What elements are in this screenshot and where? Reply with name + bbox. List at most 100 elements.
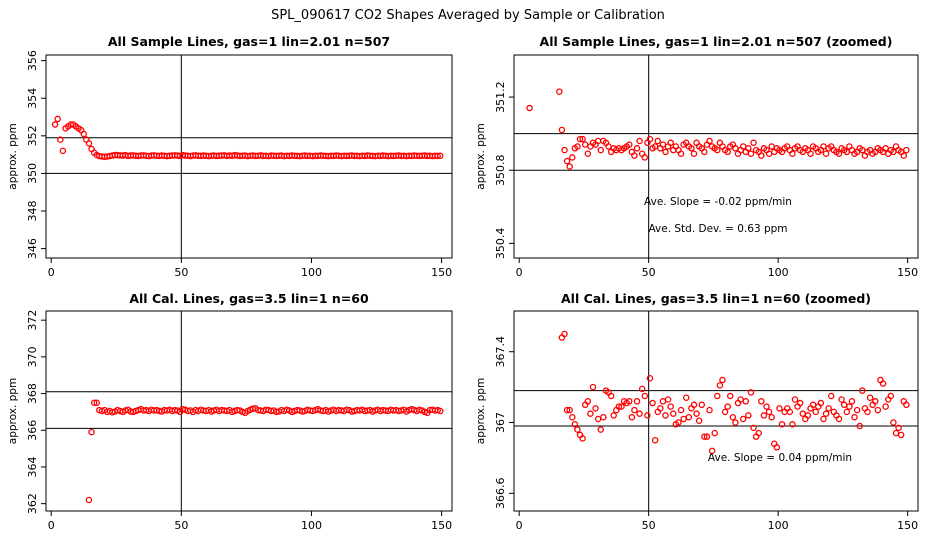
data-point <box>758 398 765 405</box>
data-point <box>892 429 900 437</box>
data-point <box>563 406 571 414</box>
y-tick-label: 367.4 <box>494 336 507 368</box>
data-point <box>796 399 804 407</box>
data-point <box>569 154 576 161</box>
y-axis-label: approx. ppm <box>7 123 19 189</box>
data-point <box>724 148 731 156</box>
chart-title: All Cal. Lines, gas=3.5 lin=1 n=60 (zoom… <box>561 291 871 306</box>
data-point <box>729 413 737 421</box>
data-point <box>745 145 752 152</box>
data-point <box>662 412 669 419</box>
y-tick-label: 351.2 <box>494 81 507 113</box>
data-point <box>903 401 910 409</box>
x-tick-label: 150 <box>431 266 452 279</box>
y-tick-label: 367 <box>494 412 507 433</box>
data-series <box>51 115 444 161</box>
data-point <box>579 135 586 143</box>
data-point <box>636 137 643 145</box>
data-point <box>57 136 64 143</box>
data-point <box>437 152 444 159</box>
data-point <box>840 401 848 409</box>
data-point <box>688 145 695 152</box>
data-point <box>835 415 843 423</box>
y-tick-label: 356 <box>26 50 39 71</box>
data-point <box>903 146 910 154</box>
y-axis-label: approx. ppm <box>475 123 487 189</box>
data-point <box>817 399 825 407</box>
y-tick-label: 366 <box>26 420 39 441</box>
data-point <box>556 88 563 95</box>
data-point <box>566 163 573 170</box>
data-point <box>589 383 597 391</box>
data-point <box>690 401 698 409</box>
data-point <box>654 137 661 145</box>
data-series <box>558 330 910 455</box>
data-point <box>719 376 726 384</box>
x-tick-label: 150 <box>431 519 452 532</box>
data-point <box>80 130 87 138</box>
data-point <box>864 408 871 416</box>
chart-panel-1: All Sample Lines, gas=1 lin=2.01 n=507 0 5… <box>7 34 453 279</box>
data-point <box>693 410 700 417</box>
chart-title: All Sample Lines, gas=1 lin=2.01 n=507 <box>108 34 390 49</box>
y-tick-label: 364 <box>26 456 39 477</box>
data-point <box>807 150 814 158</box>
data-point <box>695 417 703 424</box>
data-point <box>641 392 649 400</box>
data-point <box>750 424 757 432</box>
data-point <box>851 413 858 421</box>
data-point <box>698 401 706 409</box>
data-point <box>895 424 902 432</box>
plot-frame <box>45 310 453 512</box>
y-axis-label: approx. ppm <box>475 378 487 444</box>
data-point <box>646 135 654 143</box>
data-point <box>825 405 832 412</box>
data-point <box>900 152 908 159</box>
data-point <box>711 429 718 437</box>
data-point <box>835 150 843 158</box>
data-point <box>786 408 794 416</box>
data-point <box>768 143 775 150</box>
data-series <box>85 399 444 504</box>
data-point <box>597 146 605 154</box>
data-point <box>54 115 61 123</box>
x-tick-label: 0 <box>48 519 55 532</box>
data-point <box>848 398 856 405</box>
data-point <box>680 415 687 423</box>
data-point <box>563 157 571 165</box>
data-point <box>569 413 576 421</box>
x-tick-label: 100 <box>768 266 789 279</box>
data-point <box>574 426 581 433</box>
data-point <box>657 405 664 412</box>
data-point <box>897 431 905 439</box>
data-point <box>651 436 659 444</box>
data-point <box>633 398 641 405</box>
data-point <box>739 415 747 423</box>
chart-annotation: Ave. Slope = -0.02 ppm/min <box>644 196 792 208</box>
data-point <box>827 392 835 400</box>
plot-frame <box>513 54 919 259</box>
data-point <box>820 415 827 423</box>
data-point <box>670 410 677 417</box>
data-point <box>791 396 799 403</box>
chart-annotation: Ave. Slope = 0.04 ppm/min <box>708 452 852 464</box>
data-point <box>633 145 641 152</box>
x-tick-label: 50 <box>642 519 656 532</box>
data-point <box>587 410 594 417</box>
data-point <box>838 396 845 403</box>
data-point <box>434 152 441 160</box>
data-point <box>773 444 781 451</box>
y-tick-label: 350.8 <box>494 154 507 186</box>
data-point <box>561 146 568 154</box>
data-point <box>667 403 674 410</box>
data-point <box>625 398 633 405</box>
data-point <box>822 150 830 158</box>
data-point <box>799 410 807 417</box>
y-tick-label: 370 <box>26 346 39 367</box>
data-point <box>750 139 757 147</box>
x-tick-label: 50 <box>174 266 188 279</box>
data-point <box>822 410 830 417</box>
data-point <box>667 139 674 147</box>
data-point <box>843 408 851 416</box>
data-point <box>701 433 708 440</box>
